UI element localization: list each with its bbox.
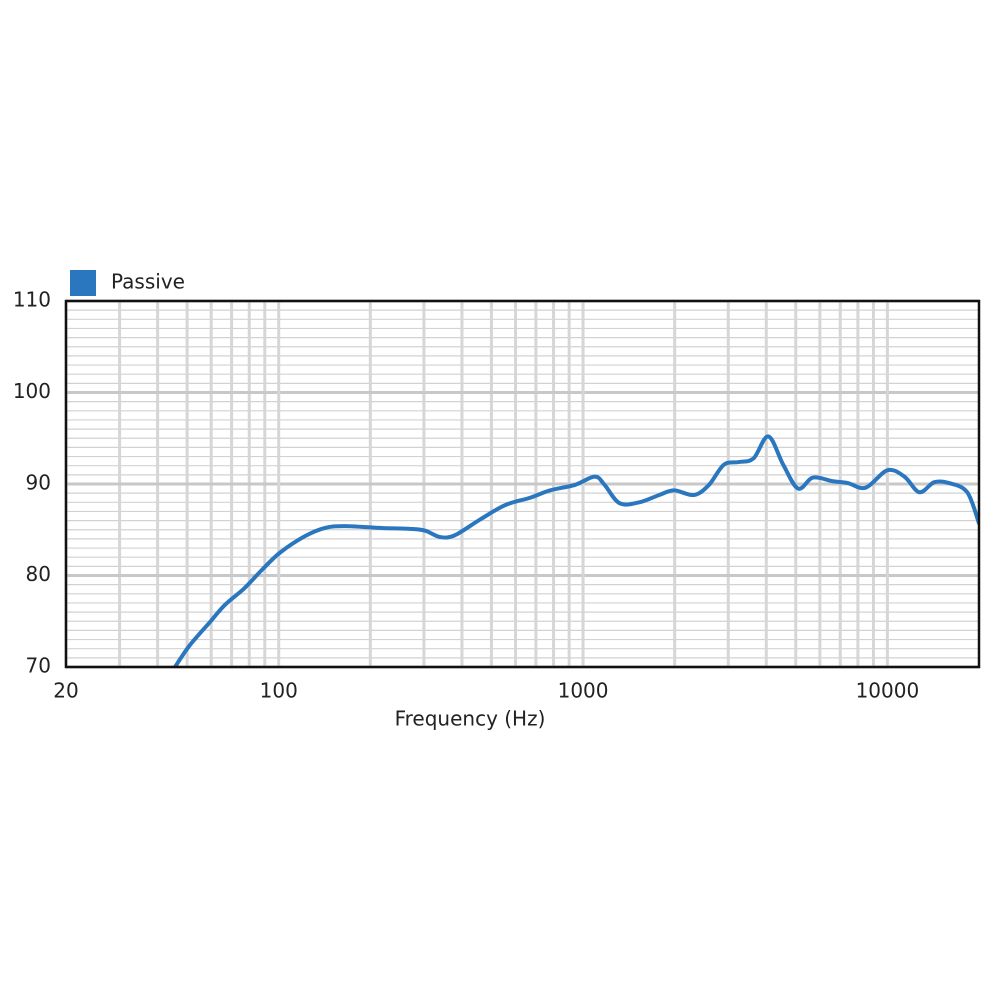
y-tick-label: 100 bbox=[13, 379, 51, 403]
plot-border bbox=[64, 299, 981, 669]
y-tick-label: 110 bbox=[13, 288, 51, 312]
y-tick-label: 90 bbox=[26, 471, 51, 495]
legend-label: Passive bbox=[111, 270, 185, 294]
x-tick-label: 100 bbox=[260, 679, 298, 703]
plot-lines bbox=[172, 434, 979, 667]
x-tick-label: 20 bbox=[53, 679, 78, 703]
x-axis-label: Frequency (Hz) bbox=[395, 707, 546, 731]
series-line bbox=[172, 434, 979, 667]
y-tick-label: 80 bbox=[26, 562, 51, 586]
legend-swatch bbox=[70, 270, 96, 296]
y-tick-label: 70 bbox=[26, 654, 51, 678]
x-tick-label: 1000 bbox=[558, 679, 609, 703]
x-tick-label: 10000 bbox=[856, 679, 920, 703]
